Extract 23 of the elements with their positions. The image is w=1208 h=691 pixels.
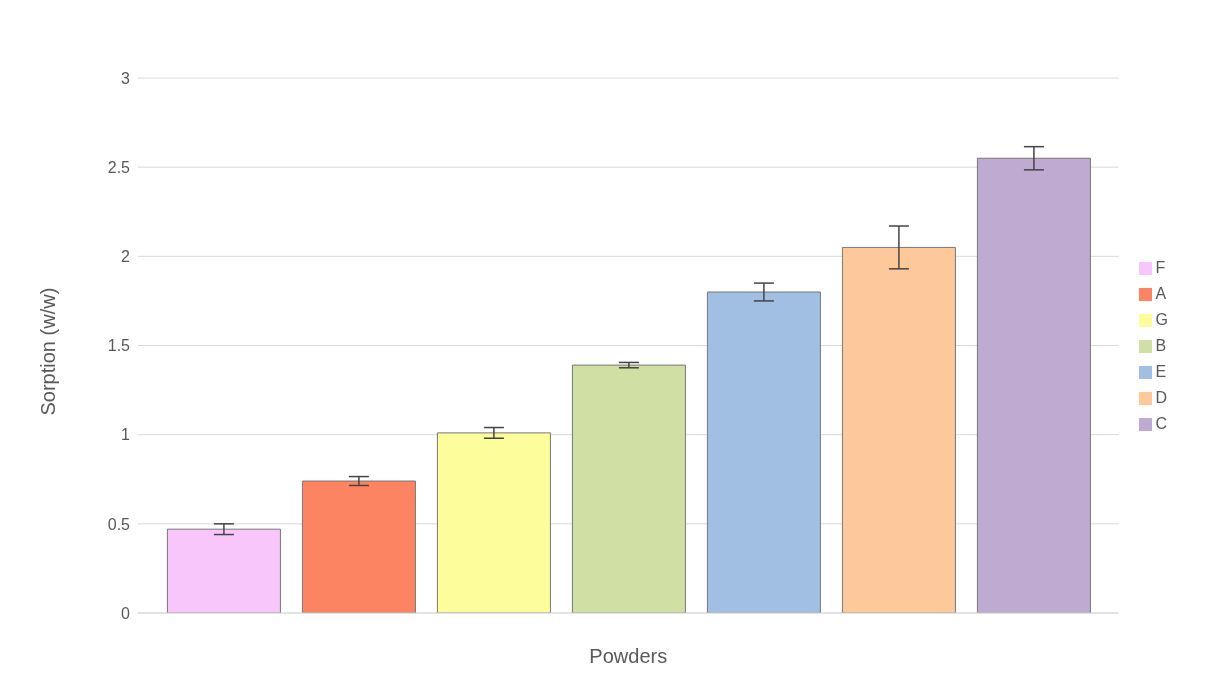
y-axis-title: Sorption (w/w) <box>37 287 60 416</box>
legend-label: D <box>1155 388 1168 406</box>
y-tick-label: 2.5 <box>107 158 131 176</box>
bar <box>436 432 551 613</box>
bar <box>706 291 821 613</box>
y-tick-label: 2 <box>121 248 131 266</box>
legend-label: B <box>1155 336 1167 354</box>
y-tick-label: 0.5 <box>107 515 131 533</box>
legend-label: C <box>1155 414 1168 432</box>
bar <box>976 157 1091 613</box>
legend-label: G <box>1155 310 1168 328</box>
y-tick-label: 0 <box>121 604 131 622</box>
legend-label: F <box>1155 258 1166 276</box>
legend-label: E <box>1155 362 1167 380</box>
bar <box>301 480 416 613</box>
legend-label: A <box>1155 284 1167 302</box>
bar <box>166 528 281 613</box>
bar <box>841 246 956 613</box>
y-tick-label: 3 <box>121 69 131 87</box>
y-tick-label: 1 <box>121 426 131 444</box>
bar <box>571 364 686 613</box>
y-tick-label: 1.5 <box>107 337 131 355</box>
x-axis-title: Powders <box>589 645 668 667</box>
